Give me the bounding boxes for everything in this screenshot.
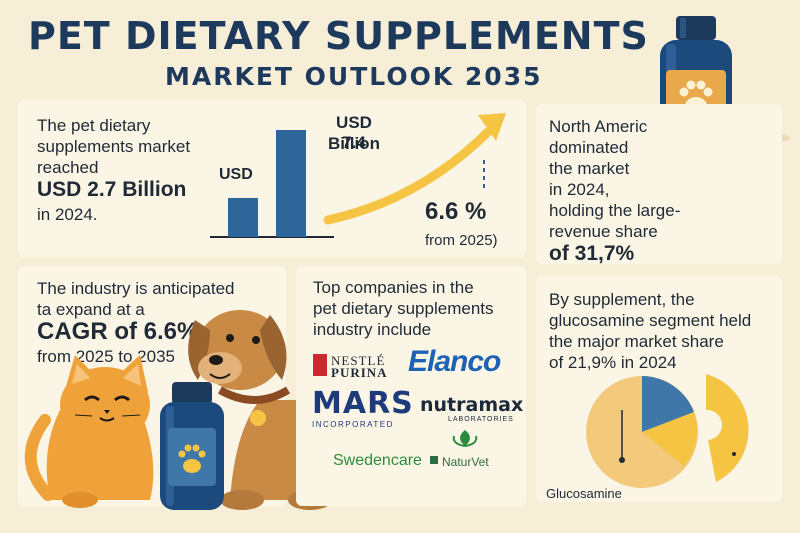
logo-mars: MARS xyxy=(312,386,414,421)
region-panel xyxy=(536,104,782,264)
market-size-text-3: reached xyxy=(37,158,99,177)
cat-icon xyxy=(24,355,154,508)
bar2-label-2: Billion xyxy=(328,134,380,153)
logo-naturvet: NaturVet xyxy=(442,455,489,469)
pie-slice-glucosamine xyxy=(642,376,694,432)
pie-slice-secondary xyxy=(642,412,698,466)
supplement-text-3: the major market share xyxy=(549,332,724,351)
companies-text-2: pet dietary supplements xyxy=(313,299,494,318)
region-text-4: in 2024, xyxy=(549,180,610,199)
companies-panel xyxy=(296,266,526,506)
logo-swedencare: Swedencare xyxy=(333,452,422,469)
logo-nutramax-sub: LABORATORIES xyxy=(448,416,514,423)
logo-elanco: Elanco xyxy=(408,345,501,378)
supplement-pie-chart xyxy=(586,374,749,488)
region-share: of 31,7% xyxy=(549,242,635,265)
logo-nutramax: nutramax xyxy=(420,394,524,416)
companies-text-1: Top companies in the xyxy=(313,278,474,297)
naturvet-mark-icon xyxy=(430,456,438,464)
logo-purina: PURINA xyxy=(331,365,388,380)
growth-rate: 6.6 % xyxy=(425,198,487,225)
region-text-2: dominated xyxy=(549,138,629,157)
market-size-text-2: supplements market xyxy=(37,137,191,156)
cagr-text-2: ta expand at a xyxy=(37,300,145,319)
chart-bar-2024 xyxy=(228,197,258,237)
region-text-6: revenue share xyxy=(549,222,658,241)
chart-bar-2035 xyxy=(276,130,306,237)
supplement-share: of 21,9% in 2024 xyxy=(549,353,677,372)
market-size-value: USD 2.7 Billion xyxy=(37,178,187,201)
swedencare-leaf-icon xyxy=(452,430,478,447)
pie-slice-exploded xyxy=(706,374,749,482)
page-subtitle: MARKET OUTLOOK 2035 xyxy=(165,62,543,91)
cagr-text-1: The industry is anticipated xyxy=(37,279,235,298)
small-bottle-icon xyxy=(160,382,224,510)
growth-arrow xyxy=(323,125,495,225)
supplement-text-2: glucosamine segment held xyxy=(549,311,752,330)
bar1-label: USD xyxy=(219,166,253,183)
region-text-5: holding the large- xyxy=(549,201,681,220)
cagr-value: CAGR of 6.6% xyxy=(37,318,199,345)
companies-text-3: industry include xyxy=(313,320,432,339)
bar2-label-1: USD 7.4 xyxy=(336,113,372,152)
purina-checkerboard-icon xyxy=(313,354,327,376)
market-size-year: in 2024. xyxy=(37,205,98,224)
market-size-panel xyxy=(18,100,526,257)
logo-mars-sub: INCORPORATED xyxy=(312,420,394,429)
supplement-text-1: By supplement, the xyxy=(549,290,695,309)
region-text-1: North Americ xyxy=(549,117,648,136)
page-title: PET DIETARY SUPPLEMENTS xyxy=(28,14,649,58)
logo-nestle: NESTLÉ xyxy=(331,353,386,368)
market-size-text-1: The pet dietary xyxy=(37,116,151,135)
growth-rate-note: from 2025) xyxy=(425,232,498,249)
pie-label-glucosamine: Glucosamine xyxy=(546,486,622,501)
growth-chart xyxy=(210,113,506,238)
region-text-3: the market xyxy=(549,159,630,178)
growth-arrowhead xyxy=(478,113,506,141)
